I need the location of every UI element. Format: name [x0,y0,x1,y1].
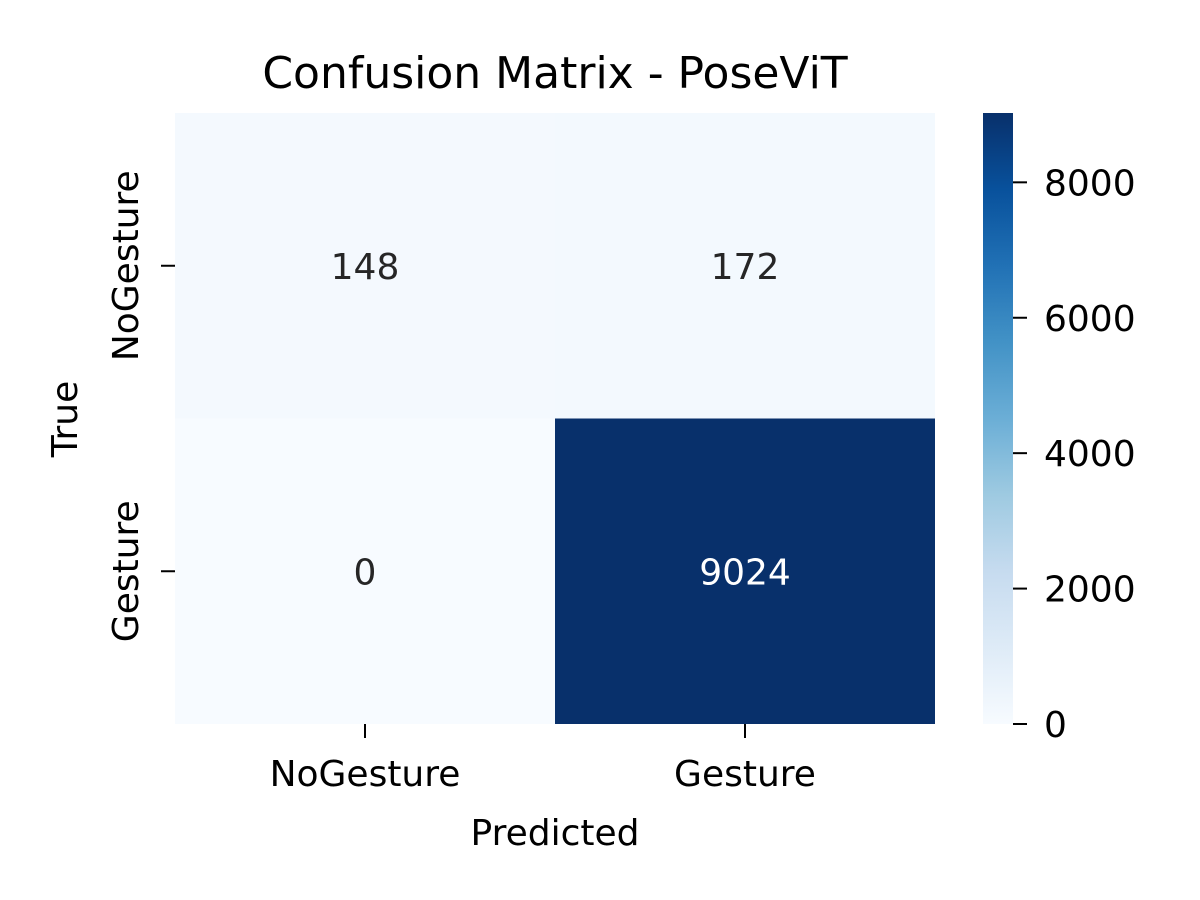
colorbar [983,113,1013,724]
heatmap-cell [555,418,935,724]
x-axis-ticks: NoGesture Gesture [270,724,816,795]
cell-value-label: 9024 [699,552,791,593]
y-axis-ticks: NoGesture Gesture [106,170,175,642]
colorbar-tick-label: 4000 [1044,434,1136,475]
colorbar-tick-label: 6000 [1044,299,1136,340]
heatmap-cell [555,113,935,419]
colorbar-tick-label: 8000 [1044,163,1136,204]
y-axis-label: True [45,381,86,458]
cell-annotations: 148 172 0 9024 [331,247,791,594]
x-tick-label: NoGesture [270,754,461,795]
heatmap-cells [175,113,935,724]
heatmap-cell [175,113,555,419]
y-tick-label: Gesture [106,500,147,642]
x-axis-label: Predicted [471,813,640,854]
cell-value-label: 148 [331,247,400,288]
chart-title: Confusion Matrix - PoseViT [262,48,847,99]
colorbar-tick-label: 2000 [1044,570,1136,611]
cell-value-label: 172 [711,247,780,288]
colorbar-tick-label: 0 [1044,705,1067,746]
colorbar-ticks: 0 2000 4000 6000 8000 [1013,163,1136,746]
cell-value-label: 0 [354,552,377,593]
y-tick-label: NoGesture [106,170,147,361]
heatmap-cell [175,418,555,724]
x-tick-label: Gesture [674,754,816,795]
